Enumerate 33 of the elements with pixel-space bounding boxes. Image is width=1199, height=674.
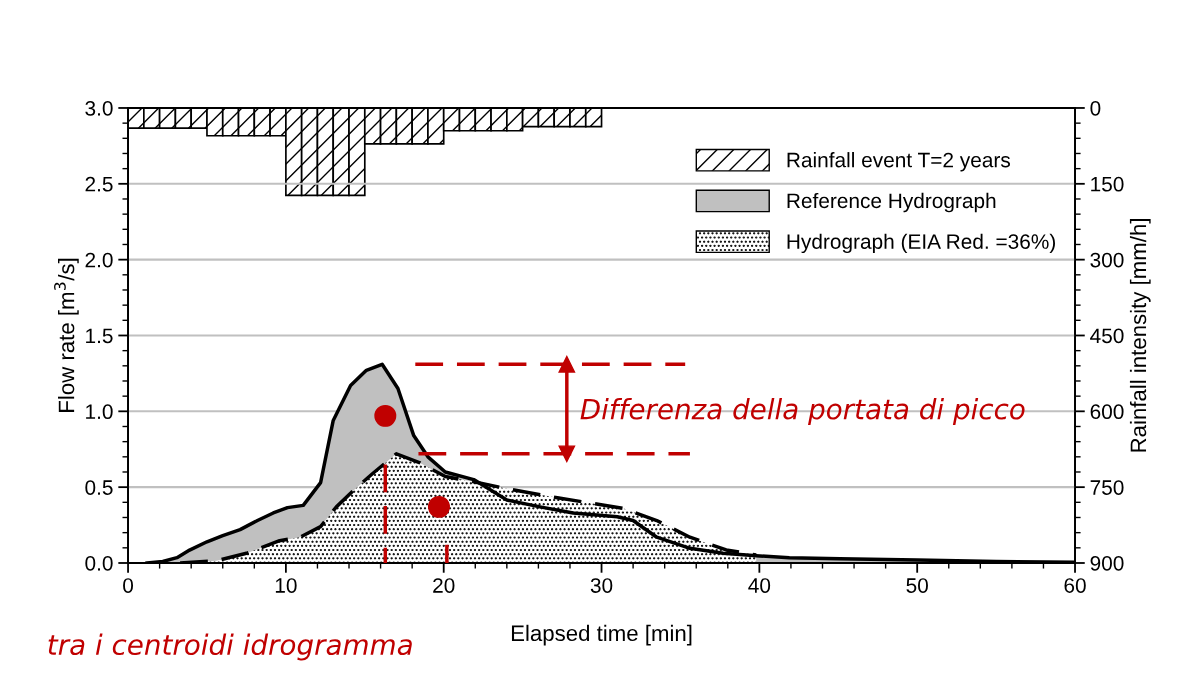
point	[374, 404, 397, 427]
y-tick-label: 3.0	[85, 100, 113, 116]
y2-axis-title: Rainfall intensity [mm/h]	[1129, 219, 1151, 452]
point	[558, 355, 576, 373]
legend-label: Rainfall event T=2 years	[787, 152, 1010, 172]
y2-tick-label: 450	[1090, 328, 1124, 344]
y2-tick-label: 150	[1091, 176, 1124, 192]
y-tick-label: 2.0	[85, 252, 113, 268]
legend-label: Reference Hydrograph	[787, 192, 996, 213]
y-axis-title: Flow rate [m$^{3}$/s]	[54, 258, 79, 412]
x-tick-label: 10	[275, 578, 297, 593]
y2-tick-label: 600	[1090, 404, 1124, 420]
text: tra i centroidi idrogramma	[48, 633, 412, 661]
x-tick-label: 30	[590, 578, 613, 593]
y-tick-label: 2.5	[85, 176, 113, 192]
y2-tick-label: 0	[1090, 100, 1101, 116]
annotation: Differenza della portata di picco	[580, 398, 1025, 425]
y2-tick-label: 300	[1090, 252, 1124, 268]
x-tick-label: 0	[123, 578, 134, 593]
point	[558, 445, 576, 463]
x-axis-title: Elapsed time [min]	[511, 624, 692, 646]
y-tick-label: 1.0	[86, 404, 113, 420]
x-tick-label: 60	[1064, 578, 1086, 593]
legend-label: Hydrograph (EIA Red. =36%)	[787, 233, 1055, 254]
x-tick-label: 20	[433, 578, 455, 593]
point	[427, 495, 450, 518]
x-tick-label: 40	[748, 578, 771, 593]
y-tick-label: 1.5	[86, 328, 113, 344]
y2-tick-label: 900	[1090, 555, 1124, 571]
y-tick-label: 0.0	[85, 555, 113, 571]
y2-tick-label: 750	[1090, 480, 1124, 495]
y-tick-label: 0.5	[85, 480, 113, 495]
x-tick-label: 50	[906, 578, 928, 593]
